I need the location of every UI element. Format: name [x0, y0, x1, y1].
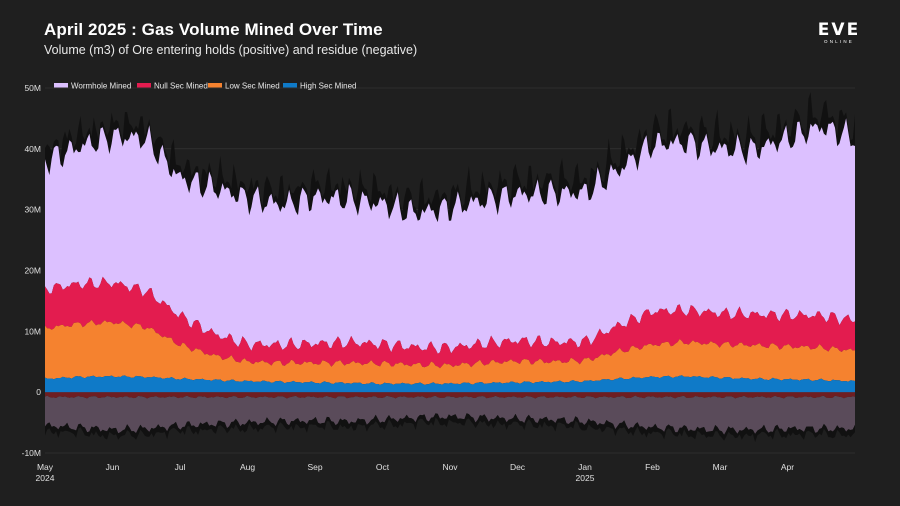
- legend-swatch: [283, 83, 297, 88]
- x-tick-label: Sep: [307, 462, 322, 472]
- residue-envelope-area: [45, 413, 855, 443]
- eve-online-logo: EVE ONLINE: [814, 22, 864, 45]
- logo-sub-text: ONLINE: [824, 39, 854, 44]
- x-tick-year-label: 2024: [36, 473, 55, 483]
- x-tick-label: Feb: [645, 462, 660, 472]
- x-tick-label: Oct: [376, 462, 390, 472]
- x-tick-label: May: [37, 462, 54, 472]
- chart-title: April 2025 : Gas Volume Mined Over Time: [44, 20, 383, 39]
- legend: Wormhole Mined Null Sec Mined Low Sec Mine…: [54, 82, 356, 91]
- highsec-mined-area: [45, 375, 855, 393]
- y-tick-label: 50M: [24, 83, 41, 93]
- legend-label: Null Sec Mined: [154, 82, 208, 91]
- x-tick-label: Dec: [510, 462, 526, 472]
- x-tick-label: Apr: [781, 462, 794, 472]
- y-tick-label: 20M: [24, 266, 41, 276]
- legend-label: High Sec Mined: [300, 82, 356, 91]
- x-tick-label: Nov: [442, 462, 458, 472]
- legend-label: Low Sec Mined: [225, 82, 280, 91]
- legend-swatch: [137, 83, 151, 88]
- nullsec-mined-area: [45, 276, 855, 369]
- wormhole-mined-area: [45, 118, 855, 354]
- x-tick-label: Aug: [240, 462, 255, 472]
- y-tick-label: 0: [36, 387, 41, 397]
- residue-dark-band: [45, 392, 855, 399]
- residue-area: [45, 395, 855, 435]
- y-tick-label: 10M: [24, 326, 41, 336]
- chart-subtitle: Volume (m3) of Ore entering holds (posit…: [44, 43, 418, 57]
- x-tick-year-label: 2025: [576, 473, 595, 483]
- x-tick-label: Jun: [106, 462, 120, 472]
- x-tick-label: Jul: [175, 462, 186, 472]
- x-tick-label: Mar: [713, 462, 728, 472]
- legend-swatch: [208, 83, 222, 88]
- lowsec-mined-area: [45, 319, 855, 385]
- y-tick-label: -10M: [22, 448, 41, 458]
- logo-main-text: EVE: [817, 20, 861, 40]
- area-layer: [45, 92, 855, 443]
- x-tick-label: Jan: [578, 462, 592, 472]
- legend-swatch: [54, 83, 68, 88]
- legend-label: Wormhole Mined: [71, 82, 131, 91]
- y-tick-label: 40M: [24, 144, 41, 154]
- y-tick-label: 30M: [24, 205, 41, 215]
